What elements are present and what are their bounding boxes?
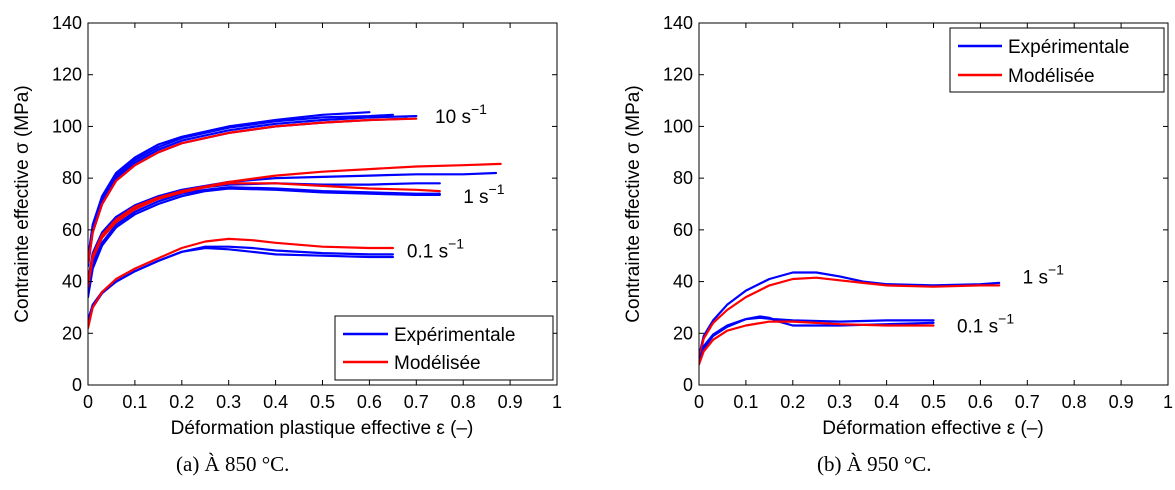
panel-a-y-tick-label: 60 xyxy=(62,220,82,240)
panel-a-curve-12 xyxy=(88,245,394,324)
panel-a-y-axis-label: Contrainte effective σ (MPa) xyxy=(12,85,33,322)
figure: 0 0.1 0.2 0.3 0.4 0.5 0.6 0.7 0.8 0.9 102040608010… xyxy=(12,13,1173,439)
panel-a-curves xyxy=(88,111,502,330)
panel-b-y-tick-label: 120 xyxy=(663,65,693,85)
panel-b-x-tick-label: 0.3 xyxy=(827,392,852,412)
panel-a-rate-label: 10 s−1 xyxy=(435,101,487,128)
panel-b-curve-4 xyxy=(699,320,935,366)
panel-b-rate-label: 1 s−1 xyxy=(1023,261,1065,288)
panel-a-y-tick-label: 0 xyxy=(72,375,82,395)
panel-b-curve-0 xyxy=(699,271,1001,358)
panel-b-y-tick-label: 20 xyxy=(673,323,693,343)
panel-a-x-tick-label: 0 xyxy=(83,392,93,412)
panel-a-curve-6 xyxy=(88,186,441,293)
panel-a-rate-labels: 10 s−1 1 s−1 0.1 s−1 xyxy=(407,101,505,262)
panel-a-y-tick-label: 120 xyxy=(52,65,82,85)
panel-a-y-tick-label: 40 xyxy=(62,272,82,292)
panel-a-curve-5 xyxy=(88,182,441,288)
panel-b-x-tick-label: 0.7 xyxy=(1015,392,1040,412)
panel-b-legend: Expérimentale Modélisée xyxy=(949,27,1165,93)
panel-b-legend-label-model: Modélisée xyxy=(1008,66,1095,87)
panel-b-curve-3 xyxy=(699,316,935,363)
panel-a-y-tick-label: 80 xyxy=(62,168,82,188)
panel-b-y-tick-label: 80 xyxy=(673,168,693,188)
panel-a-x-axis-label: Déformation plastique effective ε (–) xyxy=(171,418,474,439)
panel-a-x-tick-label: 0.5 xyxy=(310,392,335,412)
panel-a-legend-box xyxy=(334,315,554,381)
panel-b-x-tick-label: 0.9 xyxy=(1109,392,1134,412)
panel-a-y-tick-label: 140 xyxy=(52,13,82,33)
panel-a-rate-label: 1 s−1 xyxy=(463,181,505,208)
panel-a-curve-7 xyxy=(88,187,441,299)
panel-b-curve-1 xyxy=(699,276,1001,361)
panel-b-curves xyxy=(699,271,1001,366)
panel-a-curve-10 xyxy=(88,162,502,286)
panel-a: 0 0.1 0.2 0.3 0.4 0.5 0.6 0.7 0.8 0.9 1 0 20 40 60 80 10… xyxy=(12,13,562,439)
panel-a-curve-13 xyxy=(88,237,394,330)
panel-a-curve-4 xyxy=(88,117,418,265)
panel-a-ticks: 0 0.1 0.2 0.3 0.4 0.5 0.6 0.7 0.8 0.9 1 0 20 40 60 80 10… xyxy=(52,13,562,412)
panel-a-y-tick-label: 100 xyxy=(52,116,82,136)
panel-b-x-axis-label: Déformation effective ε (–) xyxy=(822,418,1043,439)
panel-a-curve-11 xyxy=(88,246,394,322)
panel-b-legend-box xyxy=(949,27,1165,93)
panel-b-x-tick-label: 0.1 xyxy=(733,392,758,412)
panel-a-curve-9 xyxy=(88,182,441,288)
panel-a-x-tick-label: 0.3 xyxy=(216,392,241,412)
panel-b-x-tick-label: 0.8 xyxy=(1062,392,1087,412)
panel-b-rate-label: 0.1 s−1 xyxy=(957,311,1014,338)
panel-a-x-tick-label: 0.4 xyxy=(263,392,288,412)
panel-b-y-tick-label: 140 xyxy=(663,13,693,33)
panel-b-rate-labels: 1 s−1 0.1 s−1 xyxy=(957,261,1064,337)
panel-a-caption: (a) À 850 °C. xyxy=(176,452,290,476)
panel-b-x-tick-label: 0 xyxy=(694,392,704,412)
panel-a-x-tick-label: 1 xyxy=(552,392,562,412)
panel-a-x-tick-label: 0.7 xyxy=(404,392,429,412)
panel-b: 0 0.1 0.2 0.3 0.4 0.5 0.6 0.7 0.8 0.9 1 0 20 40 60 80 10… xyxy=(623,13,1173,439)
panel-b-y-tick-label: 100 xyxy=(663,116,693,136)
panel-a-x-tick-label: 0.1 xyxy=(122,392,147,412)
panel-b-caption: (b) À 950 °C. xyxy=(817,452,932,476)
panel-b-y-tick-label: 40 xyxy=(673,272,693,292)
panel-a-x-tick-label: 0.2 xyxy=(169,392,194,412)
panel-b-ticks: 0 0.1 0.2 0.3 0.4 0.5 0.6 0.7 0.8 0.9 1 0 20 40 60 80 10… xyxy=(663,13,1173,412)
panel-b-x-tick-label: 0.6 xyxy=(968,392,993,412)
panel-a-legend: Expérimentale Modélisée xyxy=(334,315,554,381)
panel-b-y-tick-label: 60 xyxy=(673,220,693,240)
panel-b-x-tick-label: 1 xyxy=(1163,392,1173,412)
panel-b-x-tick-label: 0.4 xyxy=(874,392,899,412)
panel-a-y-tick-label: 20 xyxy=(62,323,82,343)
panel-b-x-tick-label: 0.5 xyxy=(921,392,946,412)
panel-a-x-tick-label: 0.6 xyxy=(357,392,382,412)
panel-a-legend-label-model: Modélisée xyxy=(394,353,481,374)
panel-b-legend-label-experimental: Expérimentale xyxy=(1008,37,1129,58)
panel-b-y-axis-label: Contrainte effective σ (MPa) xyxy=(623,85,644,322)
panel-b-y-tick-label: 0 xyxy=(683,375,693,395)
panel-a-x-tick-label: 0.9 xyxy=(498,392,523,412)
panel-a-x-tick-label: 0.8 xyxy=(451,392,476,412)
panel-a-legend-label-experimental: Expérimentale xyxy=(394,325,515,346)
panel-b-x-tick-label: 0.2 xyxy=(780,392,805,412)
panel-a-rate-label: 0.1 s−1 xyxy=(407,236,464,263)
